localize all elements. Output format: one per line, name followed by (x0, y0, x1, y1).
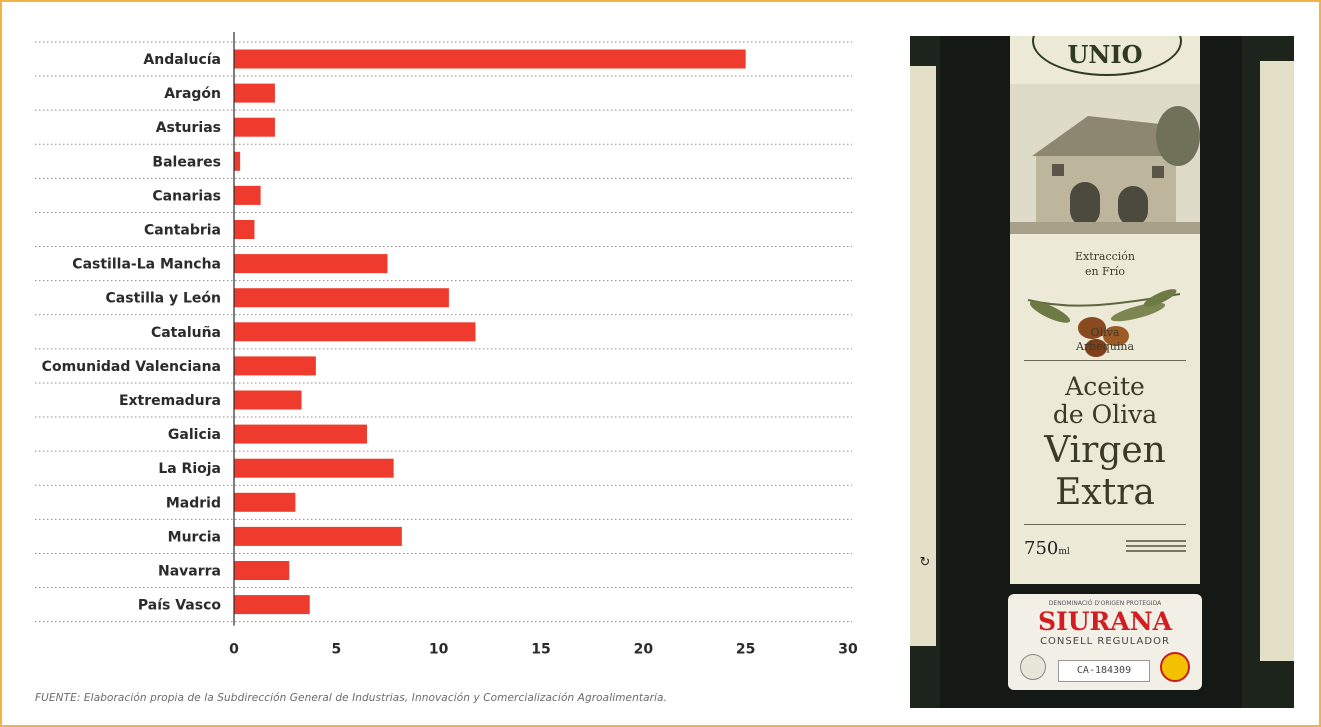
category-label: Aragón (164, 86, 221, 102)
farmhouse-illustration (1010, 84, 1200, 234)
category-label: Navarra (158, 564, 221, 580)
category-label: Castilla-La Mancha (72, 257, 221, 273)
bar (234, 561, 290, 580)
x-tick-label: 10 (429, 642, 449, 658)
x-tick-label: 30 (838, 642, 858, 658)
category-label: La Rioja (158, 461, 221, 477)
bar (234, 185, 261, 205)
do-code-box: CA-184309 (1058, 660, 1150, 682)
bar (234, 254, 388, 274)
consumption-note-lines (1126, 540, 1186, 552)
category-label: Asturias (156, 120, 221, 136)
bar (234, 151, 241, 171)
olive-branch-illustration (1027, 289, 1181, 357)
extraction-text-2: en Frío (1084, 265, 1126, 278)
volume-mark: 750ml (1024, 538, 1070, 559)
recycle-icon: ↻ (916, 554, 934, 572)
category-label: Castilla y León (106, 291, 221, 307)
bar (234, 595, 310, 615)
bar (234, 49, 746, 69)
category-label: Comunidad Valenciana (42, 359, 221, 375)
bar (234, 83, 275, 103)
olive-oil-bottle-photo: UNIO Extracción en Frío (910, 36, 1294, 708)
x-tick-label: 5 (331, 642, 341, 658)
left-bottle (910, 36, 940, 708)
category-label: Canarias (152, 188, 221, 204)
category-label: País Vasco (138, 598, 221, 614)
bar (234, 458, 394, 478)
category-label: Andalucía (143, 52, 221, 68)
bar (234, 322, 476, 342)
category-label: Murcia (168, 529, 221, 545)
x-tick-label: 0 (229, 642, 239, 658)
bar (234, 220, 255, 239)
product-line-3: Virgen (1044, 430, 1166, 471)
brand-name: UNIO (1067, 40, 1143, 69)
do-logo-icon (1020, 654, 1046, 680)
category-label: Baleares (152, 154, 221, 170)
product-line-4: Extra (1055, 472, 1155, 513)
do-heading: DENOMINACIÓ D'ORIGEN PROTEGIDA (1048, 600, 1162, 607)
source-note: FUENTE: Elaboración propia de la Subdire… (35, 692, 668, 704)
category-label: Cataluña (151, 325, 221, 341)
volume-value: 750 (1024, 538, 1059, 559)
extraction-text-1: Extracción (1074, 250, 1136, 263)
bar (234, 492, 296, 512)
variety-text-1: Oliva (1090, 326, 1120, 339)
do-code: CA-184309 (1076, 665, 1132, 676)
bar (234, 390, 302, 410)
do-council: CONSELL REGULADOR (1040, 636, 1170, 647)
eu-pdo-seal-icon (1160, 652, 1190, 682)
bar (234, 117, 275, 137)
volume-unit: ml (1058, 547, 1070, 557)
x-tick-label: 20 (634, 642, 654, 658)
bar-chart: Andalucía Aragón Asturias Baleares Canarias C… (35, 31, 858, 658)
bar (234, 526, 402, 546)
category-label: Extremadura (119, 393, 221, 409)
bar (234, 288, 449, 308)
category-label: Madrid (166, 495, 221, 511)
product-line-2: de Oliva (1052, 400, 1158, 429)
right-bottle (1242, 36, 1294, 708)
x-tick-label: 25 (736, 642, 755, 658)
do-name: SIURANA (1038, 607, 1172, 636)
x-tick-label: 15 (531, 642, 550, 658)
category-label: Cantabria (144, 223, 221, 239)
bar (234, 356, 316, 376)
origin-certification-sticker: DENOMINACIÓ D'ORIGEN PROTEGIDA SIURANA C… (1008, 594, 1202, 690)
category-label: Galicia (168, 427, 221, 443)
main-bottle-label: UNIO Extracción en Frío (1010, 36, 1200, 584)
product-line-1: Aceite (1065, 372, 1145, 401)
variety-text-2: Arbequina (1075, 340, 1135, 353)
bar (234, 424, 368, 444)
